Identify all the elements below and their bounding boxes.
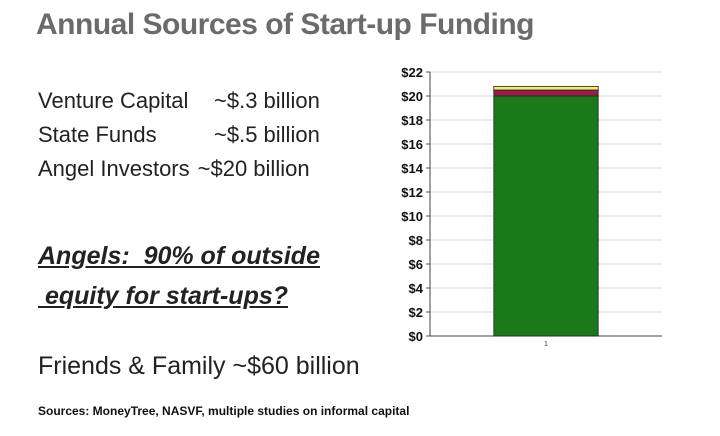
y-tick-label: $6 xyxy=(409,257,423,272)
x-category-label: 1 xyxy=(544,341,548,348)
funding-bar-chart: $0 $2 $4 $6 $8 $10 $12 $14 $16 $18 $20 $22 1 xyxy=(401,65,662,348)
funding-amount: ~$.5 billion xyxy=(214,122,320,147)
y-tick-label: $18 xyxy=(401,113,423,128)
angels-claim: Angels: 90% of outside equity for start-… xyxy=(38,236,320,316)
funding-row-venture-capital: Venture Capital ~$.3 billion xyxy=(38,84,320,118)
funding-source-label: Venture Capital xyxy=(38,88,189,113)
funding-amount: ~$20 billion xyxy=(197,156,310,181)
funding-source-label: Angel Investors xyxy=(38,156,190,181)
y-tick-label: $8 xyxy=(409,233,423,248)
angels-claim-line-1: Angels: 90% of outside xyxy=(38,242,320,270)
y-tick-label: $4 xyxy=(409,281,424,296)
sources-note: Sources: MoneyTree, NASVF, multiple stud… xyxy=(38,404,410,418)
y-tick-label: $10 xyxy=(401,209,423,224)
y-tick-label: $0 xyxy=(409,329,423,344)
y-tick-label: $12 xyxy=(401,185,423,200)
y-tick-label: $20 xyxy=(401,89,423,104)
funding-amount: ~$.3 billion xyxy=(214,88,320,113)
y-tick-label: $16 xyxy=(401,137,423,152)
bar-segment-3 xyxy=(493,85,599,91)
friends-family-estimate: Friends & Family ~$60 billion xyxy=(38,352,360,380)
y-tick-label: $2 xyxy=(409,305,423,320)
y-tick-label: $22 xyxy=(401,65,423,80)
funding-row-angel-investors: Angel Investors ~$20 billion xyxy=(38,152,320,186)
bar-segment-2 xyxy=(493,89,599,97)
funding-list: Venture Capital ~$.3 billion State Funds… xyxy=(38,84,320,186)
bar-segment-1 xyxy=(493,95,599,337)
y-tick-label: $14 xyxy=(401,161,423,176)
funding-source-label: State Funds xyxy=(38,122,157,147)
funding-row-state-funds: State Funds ~$.5 billion xyxy=(38,118,320,152)
angels-claim-line-2: equity for start-ups? xyxy=(38,282,289,310)
slide-title: Annual Sources of Start-up Funding xyxy=(36,8,534,41)
